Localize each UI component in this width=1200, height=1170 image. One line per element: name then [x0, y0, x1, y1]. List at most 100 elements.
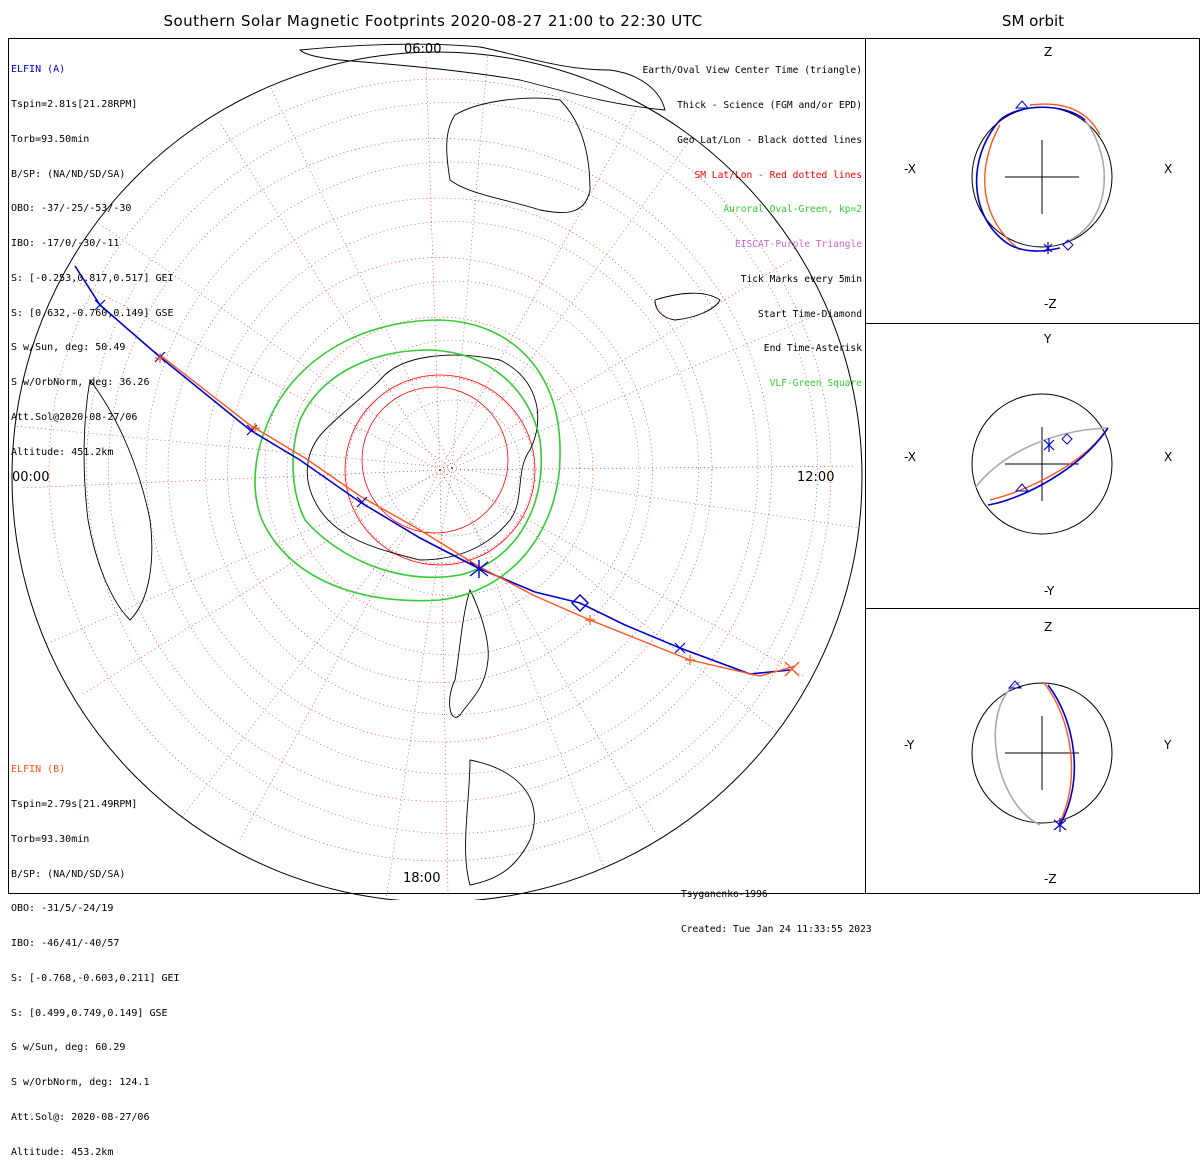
xy-orbit-grey	[974, 427, 1109, 489]
sm-pole-circle	[361, 386, 509, 534]
africa-outline	[83, 378, 153, 621]
legend-item: Thick - Science (FGM and/or EPD)	[677, 99, 862, 111]
xz-view-triangle	[1014, 100, 1030, 109]
sm-longitude-line	[439, 465, 854, 471]
new-zealand-outline	[654, 292, 721, 321]
geo-latitude-circle	[324, 340, 580, 596]
elfin-b-line: S: [-0.768,-0.603,0.211] GEI	[11, 972, 180, 984]
elfin-a-tick-mark	[94, 299, 106, 311]
legend-item: EISCAT-Purple Triangle	[734, 239, 862, 251]
geo-longitude-line	[269, 86, 453, 469]
geo-longitude-line	[451, 467, 859, 529]
axis-label: -Z	[1044, 297, 1057, 311]
axis-label: Y	[1164, 738, 1172, 752]
footer-meta: Tsyganenko-1996 Created: Tue Jan 24 11:3…	[681, 866, 872, 947]
earth-reference-circle	[971, 393, 1113, 535]
xz-end-asterisk	[1043, 242, 1053, 254]
elfin-a-line: Tspin=2.81s[21.28RPM]	[11, 98, 138, 110]
geo-latitude-circle	[383, 399, 521, 537]
sm-latitude-circle	[286, 316, 594, 624]
mlt-label-left: 00:00	[12, 470, 50, 485]
xz-orbit-elfin-b	[984, 103, 1101, 251]
elfin-b-line: S w/Sun, deg: 60.29	[11, 1042, 126, 1054]
elfin-b-tick-mark	[685, 655, 695, 665]
orbit-panel-title: SM orbit	[1001, 12, 1065, 30]
legend-item: VLF-Green Square	[769, 378, 862, 390]
xz-start-diamond	[1062, 239, 1074, 251]
axis-label: -X	[904, 162, 916, 176]
elfin-a-line: Torb=93.50min	[11, 133, 90, 145]
elfin-a-tick-mark	[674, 642, 686, 654]
xy-end-asterisk	[1043, 438, 1055, 452]
xy-view-triangle	[1014, 483, 1030, 492]
orbit-panel-divider	[865, 323, 1200, 324]
axis-label: -Y	[1044, 584, 1055, 598]
elfin-a-line: S: [0.632,-0.760,0.149] GSE	[11, 307, 174, 319]
sm-longitude-line	[238, 469, 441, 844]
sm-longitude-line	[439, 110, 636, 471]
xy-orbit-elfin-a	[987, 427, 1109, 506]
axis-label: Y	[1044, 332, 1052, 346]
sm-latitude-circle	[227, 257, 653, 683]
elfin-a-tick-mark	[356, 496, 368, 508]
elfin-b-info: ELFIN (B) Tspin=2.79s[21.49RPM] Torb=93.…	[11, 741, 180, 1170]
polar-footprint-map	[11, 43, 863, 900]
sm-orbit-plots	[971, 100, 1113, 832]
yz-end-asterisk	[1053, 818, 1067, 832]
elfin-b-line: Altitude: 453.2km	[11, 1146, 114, 1158]
elfin-b-line: S: [0.499,0.749,0.149] GSE	[11, 1007, 168, 1019]
elfin-b-line: S w/OrbNorm, deg: 124.1	[11, 1077, 150, 1089]
legend-item: End Time-Asterisk	[763, 343, 862, 355]
elfin-a-line: S w/OrbNorm, deg: 36.26	[11, 377, 150, 389]
geo-longitude-line	[451, 467, 605, 868]
sm-longitude-line	[439, 259, 793, 471]
geo-latitude-circle	[264, 280, 640, 656]
xy-orbit-elfin-b	[989, 429, 1107, 501]
sm-longitude-line	[425, 60, 441, 471]
legend-item: Earth/Oval View Center Time (triangle)	[642, 65, 863, 77]
sm-latitude-circle	[108, 138, 772, 802]
geo-latitude-circle	[86, 102, 818, 834]
sm-latitude-ring	[344, 374, 536, 566]
mlt-label-top: 06:00	[404, 42, 442, 57]
axis-label: -X	[904, 450, 916, 464]
created-timestamp: Created: Tue Jan 24 11:33:55 2023	[681, 923, 872, 935]
elfin-b-line: Torb=93.30min	[11, 833, 90, 845]
australia-outline	[446, 97, 591, 214]
elfin-a-start-diamond	[571, 594, 589, 612]
elfin-b-line: Att.Sol@: 2020-08-27/06	[11, 1112, 150, 1123]
legend-item: Geo Lat/Lon - Black dotted lines	[677, 134, 862, 146]
axis-label: Z	[1044, 620, 1053, 634]
elfin-b-end-asterisk	[784, 661, 800, 677]
geo-longitude-line	[46, 467, 453, 645]
elfin-b-line: Tspin=2.79s[21.49RPM]	[11, 798, 138, 810]
axis-label: -Z	[1044, 872, 1057, 886]
mlt-label-bottom: 18:00	[403, 871, 441, 886]
elfin-a-line: Att.Sol@2020-08-27/06	[11, 412, 138, 423]
yz-view-triangle	[1007, 680, 1023, 689]
geo-longitude-line	[451, 136, 693, 469]
sm-longitude-line	[439, 469, 804, 676]
north-america-outline	[465, 759, 535, 886]
legend-item: Tick Marks every 5min	[740, 273, 862, 285]
antarctica-outline	[306, 354, 539, 561]
auroral-oval-outer	[254, 319, 561, 602]
elfin-a-line: S: [-0.253,0.817,0.517] GEI	[11, 272, 174, 284]
elfin-a-line: S w/Sun, deg: 50.49	[11, 342, 126, 354]
xz-orbit-grey	[1069, 119, 1105, 241]
geo-latitude-circle	[205, 221, 699, 715]
chart-title: Southern Solar Magnetic Footprints 2020-…	[163, 12, 703, 30]
elfin-a-line: IBO: -17/0/-30/-11	[11, 238, 120, 250]
elfin-a-line: B/SP: (NA/ND/SD/SA)	[11, 168, 126, 180]
elfin-b-line: B/SP: (NA/ND/SD/SA)	[11, 868, 126, 880]
yz-orbit-elfin-b	[1043, 682, 1073, 827]
elfin-b-line: IBO: -46/41/-40/57	[11, 938, 120, 950]
earth-reference-circle	[971, 682, 1113, 824]
elfin-a-footprint-track	[74, 265, 791, 675]
sm-latitude-circle	[167, 197, 713, 743]
legend: Earth/Oval View Center Time (triangle) T…	[643, 42, 863, 401]
legend-item: SM Lat/Lon - Red dotted lines	[694, 169, 862, 181]
xy-start-diamond	[1061, 433, 1073, 445]
asia-outline	[299, 43, 666, 111]
sm-latitude-circle	[48, 78, 832, 862]
